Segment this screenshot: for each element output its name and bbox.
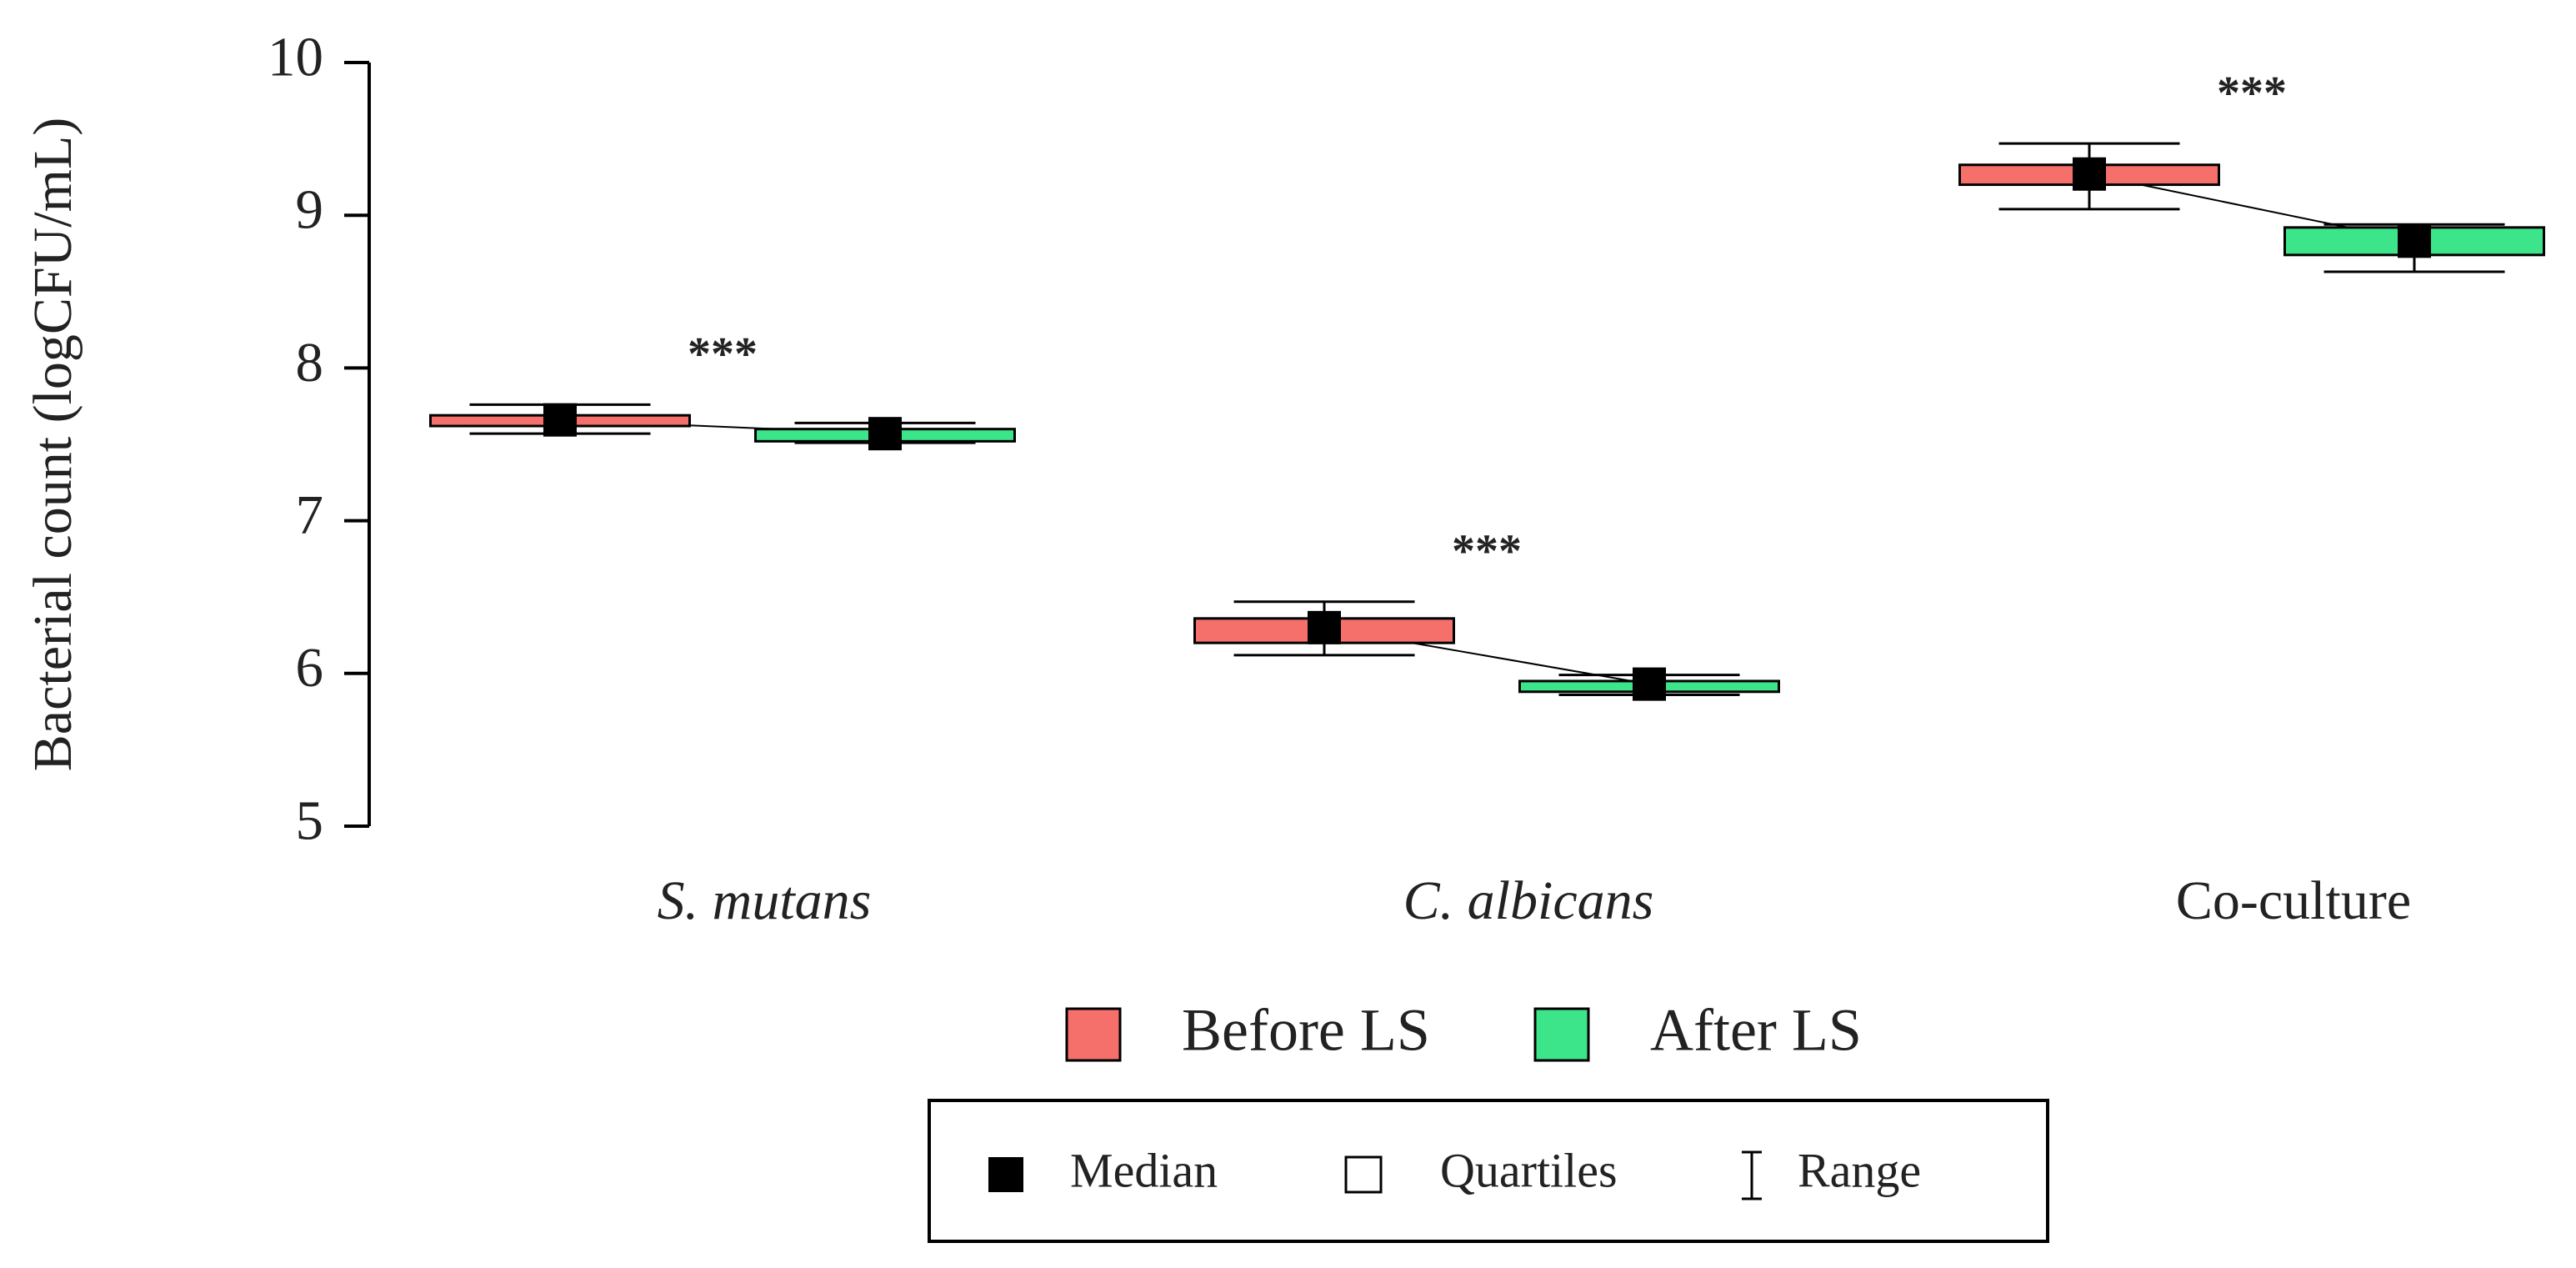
- x-tick-label: S. mutans: [658, 870, 872, 931]
- legend-label: After LS: [1650, 997, 1862, 1064]
- significance: ***: [1452, 526, 1522, 578]
- symbol-legend-box: [928, 1099, 2049, 1243]
- legend-label: Quartiles: [1440, 1143, 1618, 1197]
- median: [868, 417, 902, 451]
- legend-label: Range: [1798, 1143, 1921, 1197]
- legend-swatch: [1065, 1007, 1122, 1062]
- legend-median-symbol: [988, 1157, 1023, 1192]
- y-tick-label: 7: [296, 484, 324, 546]
- y-tick-label: 8: [296, 332, 324, 393]
- significance: ***: [688, 328, 758, 380]
- y-tick-label: 10: [268, 26, 323, 88]
- median: [543, 403, 577, 437]
- median: [2073, 157, 2106, 191]
- median: [1308, 610, 1341, 644]
- significance: ***: [2217, 68, 2287, 119]
- x-tick-label: C. albicans: [1403, 870, 1654, 931]
- legend-label: Median: [1070, 1143, 1218, 1197]
- legend-swatch: [1533, 1007, 1590, 1062]
- y-tick-label: 6: [296, 637, 324, 699]
- median: [1633, 667, 1666, 701]
- median: [2398, 224, 2431, 258]
- y-tick-label: 5: [296, 789, 324, 851]
- legend-range-symbol: [1742, 1150, 1762, 1200]
- y-axis-label: Bacterial count (logCFU/mL): [23, 118, 83, 772]
- legend-label: Before LS: [1182, 997, 1430, 1064]
- x-tick-label: Co-culture: [2176, 870, 2411, 931]
- y-tick-label: 9: [296, 179, 324, 241]
- legend-quartile-symbol: [1344, 1155, 1383, 1194]
